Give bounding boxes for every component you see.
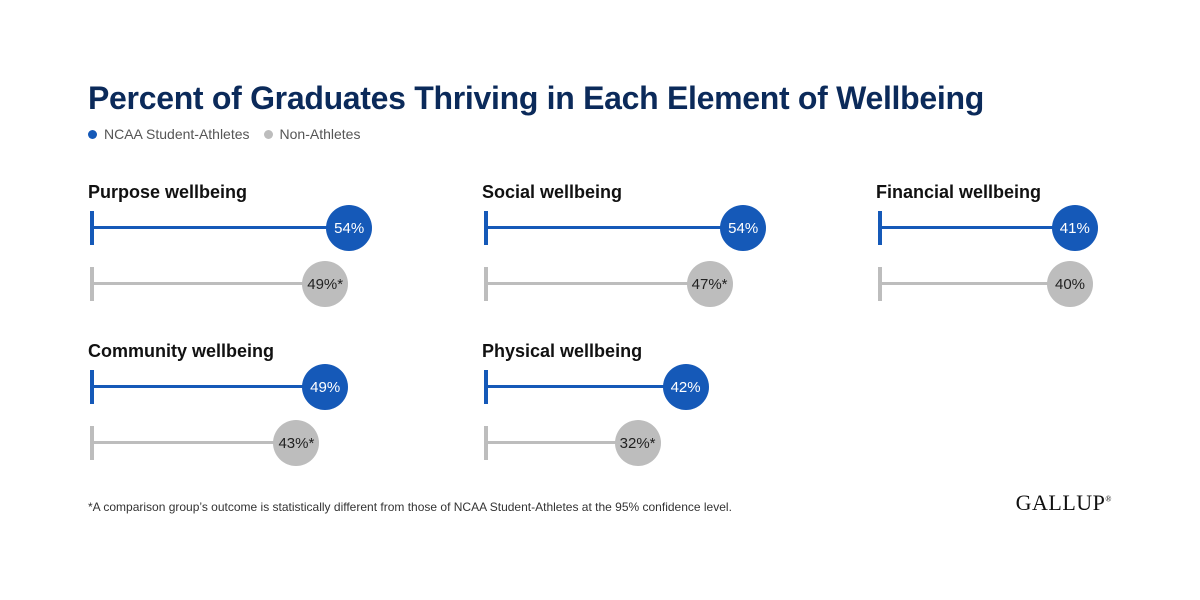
value-bar (90, 385, 326, 388)
legend-label-nonathletes: Non-Athletes (279, 126, 361, 142)
value-bar (484, 282, 710, 285)
panel-purpose-wellbeing: Purpose wellbeing 54% 49%* (88, 182, 418, 322)
value-bar (484, 385, 686, 388)
value-bubble: 54% (720, 205, 767, 251)
legend-dot-nonathletes (263, 129, 273, 139)
value-bar (484, 441, 638, 444)
panel-title: Financial wellbeing (876, 182, 1042, 202)
value-bubble: 40% (1047, 261, 1093, 307)
panel-physical-wellbeing: Physical wellbeing 42% 32%* (482, 341, 812, 481)
panel-title: Social wellbeing (482, 182, 623, 202)
athlete-row: 49% (90, 364, 420, 410)
legend-dot-athletes (88, 129, 97, 139)
footnote: *A comparison group’s outcome is statist… (88, 500, 732, 514)
panel-financial-wellbeing: Financial wellbeing 41% 40% (876, 182, 1200, 322)
athlete-row: 54% (90, 205, 420, 251)
athlete-row: 41% (878, 205, 1200, 251)
panel-title: Purpose wellbeing (88, 182, 248, 202)
value-bar (90, 441, 297, 444)
legend-label-athletes: NCAA Student-Athletes (104, 126, 250, 142)
value-bubble: 41% (1051, 205, 1098, 251)
athlete-row: 42% (484, 364, 814, 410)
value-bar (90, 282, 326, 285)
value-bubble: 49%* (302, 261, 349, 307)
value-bubble: 43%* (273, 420, 320, 466)
value-bubble: 32%* (614, 420, 661, 466)
athlete-row: 54% (484, 205, 814, 251)
panel-community-wellbeing: Community wellbeing 49% 43%* (88, 341, 418, 481)
nonathlete-row: 40% (878, 261, 1200, 307)
value-bubble: 49% (302, 364, 349, 410)
nonathlete-row: 49%* (90, 261, 420, 307)
nonathlete-row: 43%* (90, 420, 420, 466)
chart-title: Percent of Graduates Thriving in Each El… (88, 80, 984, 116)
nonathlete-row: 47%* (484, 261, 814, 307)
panel-title: Community wellbeing (88, 341, 275, 361)
gallup-logo: GALLUP® (1015, 490, 1112, 515)
nonathlete-row: 32%* (484, 420, 814, 466)
legend-item-athletes: NCAA Student-Athletes (88, 126, 250, 142)
value-bar (878, 282, 1070, 285)
legend: NCAA Student-Athletes Non-Athletes (88, 126, 360, 142)
value-bubble: 42% (662, 364, 709, 410)
value-bar (878, 226, 1075, 229)
value-bar (484, 226, 744, 229)
value-bubble: 47%* (686, 261, 733, 307)
value-bar (90, 226, 350, 229)
panel-title: Physical wellbeing (482, 341, 643, 361)
logo-text: GALLUP (1015, 490, 1106, 515)
legend-item-nonathletes: Non-Athletes (263, 126, 361, 142)
panel-social-wellbeing: Social wellbeing 54% 47%* (482, 182, 812, 322)
value-bubble: 54% (326, 205, 373, 251)
